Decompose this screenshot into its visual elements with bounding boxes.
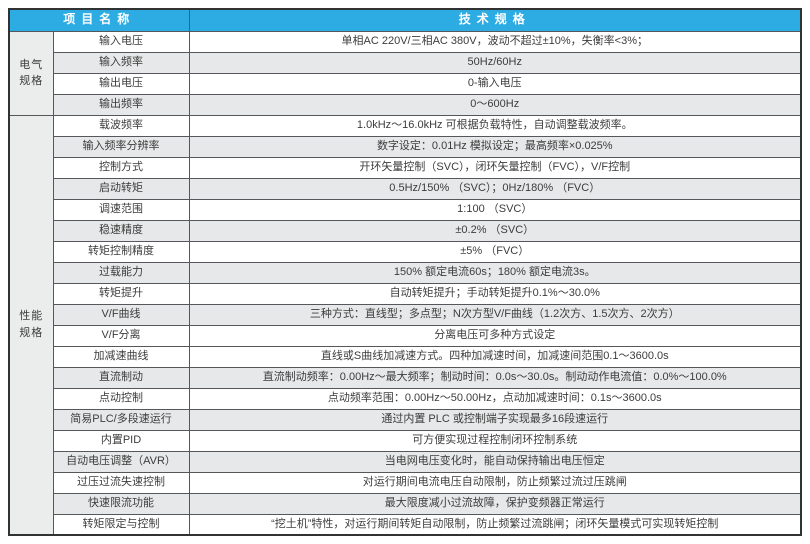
item-name-cell: 输出频率 (52, 93, 190, 116)
table-row: 输出频率 0～600Hz (9, 93, 802, 116)
item-name-cell: 加减速曲线 (52, 345, 190, 368)
header-spec-column: 技术规格 (188, 8, 802, 32)
spec-value-cell: ±0.2% （SVC） (188, 219, 802, 242)
table-row: 输入频率分辨率 数字设定：0.01Hz 模拟设定；最高频率×0.025% (9, 135, 802, 158)
item-name-cell: 自动电压调整（AVR） (52, 450, 190, 473)
item-name-cell: 过载能力 (52, 261, 190, 284)
table-row: 转矩提升 自动转矩提升；手动转矩提升0.1%～30.0% (9, 282, 802, 305)
spec-value-cell: “挖土机”特性，对运行期间转矩自动限制，防止频繁过流跳闸；闭环矢量模式可实现转矩… (188, 513, 802, 536)
spec-value-cell: 0.5Hz/150% （SVC）；0Hz/180% （FVC） (188, 177, 802, 200)
item-name-cell: 输入频率 (52, 51, 190, 74)
table-row: 快速限流功能 最大限度减小过流故障，保护变频器正常运行 (9, 492, 802, 515)
spec-value-cell: 直线或S曲线加减速方式。四种加减速时间，加减速间范围0.1～3600.0s (188, 345, 802, 368)
spec-value-cell: 150% 额定电流60s；180% 额定电流3s。 (188, 261, 802, 284)
spec-value-cell: 0～600Hz (188, 93, 802, 116)
spec-value-cell: 1.0kHz～16.0kHz 可根据负载特性，自动调整载波频率。 (188, 114, 802, 137)
spec-value-cell: 分离电压可多种方式设定 (188, 324, 802, 347)
spec-table-body: 电气规格 输入电压 单相AC 220V/三相AC 380V，波动不超过±10%，失衡… (8, 30, 802, 536)
spec-value-cell: 开环矢量控制（SVC），闭环矢量控制（FVC），V/F控制 (188, 156, 802, 179)
item-name-cell: V/F曲线 (52, 303, 190, 326)
spec-value-cell: 自动转矩提升；手动转矩提升0.1%～30.0% (188, 282, 802, 305)
table-row: 性能规格 载波频率 1.0kHz～16.0kHz 可根据负载特性，自动调整载波频率。 (8, 114, 802, 536)
spec-value-cell: 对运行期间电流电压自动限制，防止频繁过流过压跳闸 (188, 471, 802, 494)
table-row: 稳速精度 ±0.2% （SVC） (9, 219, 802, 242)
item-name-cell: 转矩提升 (52, 282, 190, 305)
table-row: 转矩限定与控制 “挖土机”特性，对运行期间转矩自动限制，防止频繁过流跳闸；闭环矢量… (9, 513, 802, 536)
table-row: 调速范围 1:100 （SVC） (9, 198, 802, 221)
table-row: 转矩控制精度 ±5% （FVC） (9, 240, 802, 263)
spec-value-cell: 通过内置 PLC 或控制端子实现最多16段速运行 (188, 408, 802, 431)
item-name-cell: 转矩限定与控制 (52, 513, 190, 536)
item-name-cell: 输入频率分辨率 (52, 135, 190, 158)
spec-table-header: 项目名称 技术规格 (8, 8, 802, 32)
spec-value-cell: 1:100 （SVC） (188, 198, 802, 221)
spec-value-cell: 50Hz/60Hz (188, 51, 802, 74)
spec-value-cell: 0-输入电压 (188, 72, 802, 95)
item-name-cell: 输出电压 (52, 72, 190, 95)
spec-value-cell: ±5% （FVC） (188, 240, 802, 263)
table-row: V/F分离 分离电压可多种方式设定 (9, 324, 802, 347)
spec-value-cell: 最大限度减小过流故障，保护变频器正常运行 (188, 492, 802, 515)
item-name-cell: 稳速精度 (52, 219, 190, 242)
table-row: 简易PLC/多段速运行 通过内置 PLC 或控制端子实现最多16段速运行 (9, 408, 802, 431)
header-item-column: 项目名称 (8, 8, 190, 32)
item-name-cell: 输入电压 (52, 30, 190, 53)
table-row: 加减速曲线 直线或S曲线加减速方式。四种加减速时间，加减速间范围0.1～3600.… (9, 345, 802, 368)
item-name-cell: 直流制动 (52, 366, 190, 389)
spec-value-cell: 点动频率范围：0.00Hz～50.00Hz，点动加减速时间：0.1s～3600.… (188, 387, 802, 410)
table-row: 控制方式 开环矢量控制（SVC），闭环矢量控制（FVC），V/F控制 (9, 156, 802, 179)
spec-table: 项目名称 技术规格 电气规格 输入电压 单相AC 220V/三相AC 380V，波动… (8, 8, 802, 536)
table-row: 电气规格 输入电压 单相AC 220V/三相AC 380V，波动不超过±10%，失衡… (8, 30, 802, 116)
table-row: 输入频率 50Hz/60Hz (9, 51, 802, 74)
table-row: 过压过流失速控制 对运行期间电流电压自动限制，防止频繁过流过压跳闸 (9, 471, 802, 494)
table-row: 点动控制 点动频率范围：0.00Hz～50.00Hz，点动加减速时间：0.1s～3… (9, 387, 802, 410)
item-name-cell: 转矩控制精度 (52, 240, 190, 263)
spec-value-cell: 三种方式：直线型；多点型；N次方型V/F曲线（1.2次方、1.5次方、2次方） (188, 303, 802, 326)
table-row: 启动转矩 0.5Hz/150% （SVC）；0Hz/180% （FVC） (9, 177, 802, 200)
item-name-cell: 载波频率 (52, 114, 190, 137)
table-row: 自动电压调整（AVR） 当电网电压变化时，能自动保持输出电压恒定 (9, 450, 802, 473)
table-row: 过载能力 150% 额定电流60s；180% 额定电流3s。 (9, 261, 802, 284)
item-name-cell: 控制方式 (52, 156, 190, 179)
group-label-performance-specs: 性能规格 (8, 114, 54, 536)
header-row: 项目名称 技术规格 (8, 8, 802, 32)
table-row: 输出电压 0-输入电压 (9, 72, 802, 95)
item-name-cell: 点动控制 (52, 387, 190, 410)
table-row: 内置PID 可方便实现过程控制闭环控制系统 (9, 429, 802, 452)
item-name-cell: V/F分离 (52, 324, 190, 347)
group-label-electrical-specs: 电气规格 (8, 30, 54, 116)
item-name-cell: 简易PLC/多段速运行 (52, 408, 190, 431)
item-name-cell: 过压过流失速控制 (52, 471, 190, 494)
spec-value-cell: 单相AC 220V/三相AC 380V，波动不超过±10%，失衡率<3%； (188, 30, 802, 53)
item-name-cell: 快速限流功能 (52, 492, 190, 515)
spec-value-cell: 直流制动频率：0.00Hz～最大频率；制动时间：0.0s～30.0s。制动动作电… (188, 366, 802, 389)
spec-value-cell: 当电网电压变化时，能自动保持输出电压恒定 (188, 450, 802, 473)
table-row: 直流制动 直流制动频率：0.00Hz～最大频率；制动时间：0.0s～30.0s。制… (9, 366, 802, 389)
table-row: V/F曲线 三种方式：直线型；多点型；N次方型V/F曲线（1.2次方、1.5次方、… (9, 303, 802, 326)
item-name-cell: 调速范围 (52, 198, 190, 221)
spec-value-cell: 可方便实现过程控制闭环控制系统 (188, 429, 802, 452)
spec-value-cell: 数字设定：0.01Hz 模拟设定；最高频率×0.025% (188, 135, 802, 158)
item-name-cell: 内置PID (52, 429, 190, 452)
item-name-cell: 启动转矩 (52, 177, 190, 200)
